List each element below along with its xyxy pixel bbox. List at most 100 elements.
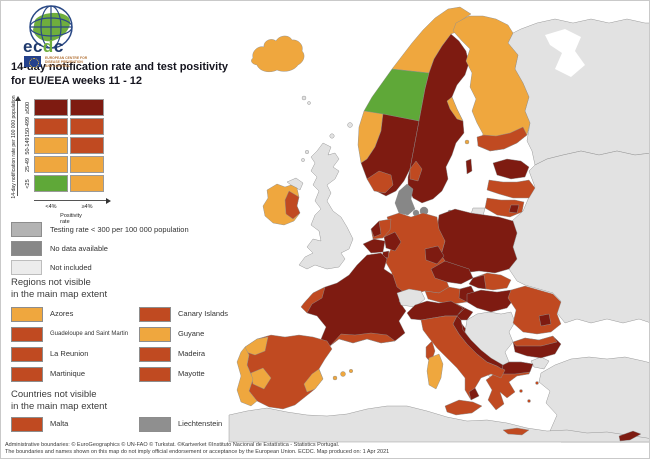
matrix-cell-r1c0 [34,118,68,135]
region-swatch-guadeloupe-and-saint-martin [11,326,43,342]
map-region-faroe [301,95,307,101]
matrix-cell-r1c1 [70,118,104,135]
footer-line2: The boundaries and names shown on this m… [5,449,390,455]
map-region-germany-west [383,231,402,252]
x-axis-arrow-icon [106,197,111,204]
map-region-ireland-east [284,190,301,220]
map-region-extremadura [250,367,272,390]
region-label-madeira: Madeira [178,349,206,359]
map-region-northern-ireland [286,177,304,191]
countries-legend: Malta Liechtenstein [11,415,229,433]
matrix-row-label-3: 25-49 [25,157,31,172]
x-axis-line [34,200,106,201]
matrix-col-label-0: <4% [45,204,57,210]
map-region-crete [502,427,530,436]
country-swatch-malta [11,416,43,432]
matrix-row-label-1: 150-499 [25,116,31,137]
matrix-grid [34,99,104,192]
map-region-italy-adriatic [452,315,504,370]
y-axis-line [17,101,18,196]
map-region-denmark [394,183,416,216]
map-footer: Administrative boundaries: © EuroGeograp… [5,442,645,456]
region-swatch-martinique [11,366,43,382]
region-item-guyane: Guyane [139,325,229,343]
map-region-germany-east [424,245,445,265]
region-item-la-reunion: La Reunion [11,345,139,363]
map-region-iceland [251,35,305,72]
status-item-nodata: No data available [11,241,108,256]
region-swatch-mayotte [139,366,171,382]
matrix-cell-r2c0 [34,137,68,154]
region-item-azores: Azores [11,305,139,323]
map-region-france [300,252,407,347]
map-region-latvia [486,179,536,199]
matrix-row-label-4: <25 [25,178,31,189]
map-region-aland [464,139,470,145]
regions-legend: Azores Canary Islands Guadeloupe and Saint… [11,305,229,383]
ecdc-logo [29,5,73,49]
map-title: 14-day notification rate and test positi… [11,61,241,88]
matrix-cell-r4c1 [70,175,104,192]
map-region-netherlands-west [370,220,382,238]
status-swatch-notincluded [11,260,42,275]
matrix-cell-r3c1 [70,156,104,173]
country-label-liechtenstein: Liechtenstein [178,419,223,429]
country-item-malta: Malta [11,415,139,433]
status-label-testing: Testing rate < 300 per 100 000 populatio… [50,225,189,234]
map-region-aegean-island2 [527,399,531,403]
matrix-col-label-1: ≥4% [81,204,93,210]
map-region-aegean-island3 [535,381,539,385]
region-item-martinique: Martinique [11,365,139,383]
map-region-cyprus [618,430,642,442]
regions-section-heading: Regions not visible in the main map exte… [11,277,108,300]
ecdc-logo-subtitle: EUROPEAN CENTRE FOR DISEASE PREVENTION A… [45,56,88,68]
map-region-hungary [466,289,516,313]
map-region-switzerland [396,288,426,308]
footer-line1: Administrative boundaries: © EuroGeograp… [5,442,340,448]
map-region-bulgaria-north [512,335,558,347]
status-label-nodata: No data available [50,244,108,253]
map-region-romania-patch [538,313,552,327]
countries-section-heading: Countries not visible in the main map ex… [11,389,108,412]
ecdc-green-d: d [42,37,54,56]
map-region-hebrides2 [301,158,305,162]
matrix-row-label-0: ≥500 [25,101,31,114]
eu-flag-icon [24,56,41,68]
region-label-la-reunion: La Reunion [50,349,89,359]
status-swatch-testing [11,222,42,237]
map-region-sweden [407,33,470,204]
region-swatch-azores [11,306,43,322]
y-axis-label: 14-day notification rate per 100 000 pop… [11,95,17,199]
map-region-balearic2 [340,371,346,377]
ecdc-wordmark: ecdc [23,37,64,56]
map-region-sweden-west [409,160,423,182]
status-item-notincluded: Not included [11,260,92,275]
matrix-cell-r2c1 [70,137,104,154]
map-region-north-africa [228,405,649,443]
map-region-aegean-island [519,389,523,393]
country-item-liechtenstein: Liechtenstein [139,415,229,433]
matrix-cell-r0c0 [34,99,68,116]
map-region-sweden-coast [446,96,464,122]
map-region-finland-south [476,126,528,152]
matrix-row-label-2: 50-149 [25,136,31,155]
map-region-shetland [347,122,353,128]
map-region-hebrides [304,149,310,155]
matrix-cell-r4c0 [34,175,68,192]
map-region-sicily [444,399,483,416]
map-region-belgium [362,238,386,254]
map-title-line1: 14-day notification rate and test positi… [11,61,228,73]
map-region-slovakia-west [468,274,487,290]
map-region-italy-north [406,300,464,321]
matrix-cell-r0c1 [70,99,104,116]
map-region-portugal [236,346,258,407]
map-region-calabria [468,387,480,401]
region-label-martinique: Martinique [50,369,86,379]
status-item-testing: Testing rate < 300 per 100 000 populatio… [11,222,189,237]
map-region-norway-south [366,170,394,194]
region-item-madeira: Madeira [139,345,229,363]
map-region-balearic [332,375,338,381]
region-label-guadeloupe-and-saint-martin: Guadeloupe and Saint Martin [50,330,129,337]
map-region-gotland [465,158,473,175]
map-region-france-brittany [300,286,326,314]
